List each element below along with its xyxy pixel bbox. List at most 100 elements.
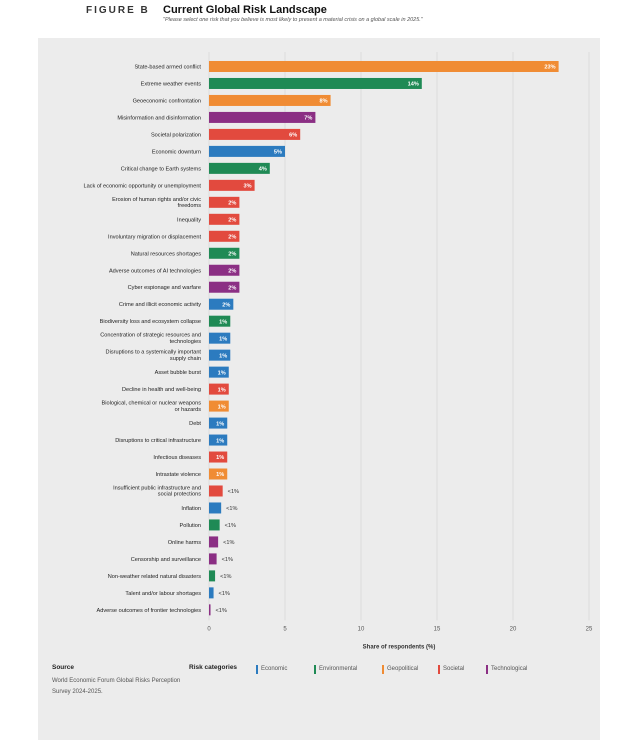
value-label: 1% — [218, 370, 226, 376]
category-label: Asset bubble burst — [155, 370, 202, 376]
x-axis-title: Share of respondents (%) — [363, 644, 436, 650]
category-label: Cyber espionage and warfare — [128, 285, 201, 291]
value-label: 2% — [228, 201, 236, 207]
category-label: Geoeconomic confrontation — [133, 98, 201, 104]
legend-label-geopolitical: Geopolitical — [387, 666, 419, 672]
value-label: <1% — [220, 574, 231, 580]
bar-economic-downturn — [209, 145, 285, 157]
chart-panel: 0 5 10 15 20 25 Share of respondents (%) State-… — [38, 38, 600, 740]
bar-asset-bubble-burst — [209, 366, 229, 378]
category-label: Crime and illicit economic activity — [119, 302, 201, 308]
category-label: Concentration of strategic resources and… — [100, 333, 201, 345]
category-label: State-based armed conflict — [134, 64, 201, 70]
legend-item-societal: Societal — [438, 664, 464, 674]
value-label: 1% — [216, 472, 224, 478]
category-label: Erosion of human rights and/or civic free… — [112, 197, 201, 209]
category-label: Economic downturn — [152, 149, 201, 155]
bar-geoeconomic-confrontation — [209, 94, 331, 106]
bar-adverse-outcomes-of-frontier-technologies — [209, 604, 211, 616]
bar-crime-and-illicit-economic-activity — [209, 298, 234, 310]
category-label-line: Insufficient public infrastructure and — [113, 485, 201, 491]
bar-cyber-espionage-and-warfare — [209, 281, 240, 293]
value-label: 2% — [228, 285, 236, 291]
bar-critical-change-to-earth-systems — [209, 162, 270, 174]
legend-swatch-societal — [438, 664, 440, 674]
x-tick-label: 10 — [358, 626, 365, 632]
legend-item-environmental: Environmental — [314, 664, 357, 674]
bar-erosion-of-human-rights-and-or-civic-freedoms — [209, 196, 240, 208]
x-tick-label: 5 — [283, 626, 287, 632]
bar-debt — [209, 417, 228, 429]
figure-label: FIGURE B — [86, 5, 150, 16]
category-label: Lack of economic opportunity or unemploy… — [83, 183, 201, 189]
x-tick-label: 20 — [510, 626, 517, 632]
category-label: Debt — [189, 421, 201, 427]
bar-natural-resources-shortages — [209, 247, 240, 259]
value-label: 2% — [228, 218, 236, 224]
value-label: <1% — [222, 557, 233, 563]
x-tick-label: 15 — [434, 626, 441, 632]
bar-non-weather-related-natural-disasters — [209, 570, 216, 582]
value-label: 1% — [216, 421, 224, 427]
value-label: 1% — [219, 336, 227, 342]
category-label: Disruptions to a systemically important s… — [106, 350, 202, 362]
value-label: 2% — [222, 302, 230, 308]
bar-intrastate-violence — [209, 468, 228, 480]
value-label: 2% — [228, 268, 236, 274]
bar-infectious-diseases — [209, 451, 228, 463]
value-label: 23% — [544, 65, 555, 71]
risk-categories-heading: Risk categories — [189, 664, 238, 671]
value-label: <1% — [216, 608, 227, 614]
legend-item-geopolitical: Geopolitical — [382, 664, 418, 674]
value-label: 1% — [219, 319, 227, 325]
bar-talent-and-or-labour-shortages — [209, 587, 214, 599]
bar-pollution — [209, 519, 220, 531]
legend-label-technological: Technological — [491, 666, 528, 672]
bar-misinformation-and-disinformation — [209, 111, 316, 123]
category-label: Infectious diseases — [153, 455, 201, 461]
category-label-line: Concentration of strategic resources and — [100, 333, 201, 339]
x-tick-label: 0 — [207, 626, 211, 632]
value-label: 6% — [289, 133, 297, 139]
x-tick-label: 25 — [586, 626, 593, 632]
category-label: Intrastate violence — [156, 472, 201, 478]
value-label: <1% — [223, 540, 234, 546]
category-label: Misinformation and disinformation — [117, 115, 201, 121]
value-label: 1% — [216, 455, 224, 461]
category-label: Inequality — [177, 217, 201, 223]
category-label: Biological, chemical or nuclear weapons o… — [102, 401, 202, 413]
bar-inequality — [209, 213, 240, 225]
legend-item-technological: Technological — [486, 664, 527, 674]
legend-label-economic: Economic — [261, 666, 288, 672]
category-label-line: Biological, chemical or nuclear weapons — [102, 401, 202, 407]
bar-insufficient-public-infrastructure-and-social-protections — [209, 485, 223, 497]
category-label: Insufficient public infrastructure and so… — [113, 485, 201, 497]
category-label-line: technologies — [170, 339, 202, 345]
category-label-line: Disruptions to a systemically important — [106, 350, 202, 356]
value-label: 7% — [304, 116, 312, 122]
bar-online-harms — [209, 536, 219, 548]
category-label: Talent and/or labour shortages — [125, 591, 201, 597]
bar-adverse-outcomes-of-ai-technologies — [209, 264, 240, 276]
bar-extreme-weather-events — [209, 77, 422, 89]
bar-biological-chemical-or-nuclear-weapons-or-hazards — [209, 400, 229, 412]
bar-chart: 0 5 10 15 20 25 Share of respondents (%) State-… — [83, 52, 593, 650]
category-label: Critical change to Earth systems — [121, 166, 201, 172]
value-label: 4% — [259, 167, 267, 173]
category-label: Adverse outcomes of AI technologies — [109, 268, 201, 274]
value-label: <1% — [225, 523, 236, 529]
source-heading: Source — [52, 664, 75, 671]
category-label: Non-weather related natural disasters — [108, 574, 201, 580]
value-label: 1% — [219, 353, 227, 359]
bar-censorship-and-surveillance — [209, 553, 217, 565]
legend-swatch-technological — [486, 664, 488, 674]
value-label: 3% — [244, 184, 252, 190]
category-label: Online harms — [168, 540, 201, 546]
category-label: Censorship and surveillance — [131, 557, 201, 563]
value-label: <1% — [228, 489, 239, 495]
figure-header: FIGURE B Current Global Risk Landscape "… — [0, 0, 640, 36]
category-label-line: Erosion of human rights and/or civic — [112, 197, 201, 203]
bar-lack-of-economic-opportunity-or-unemployment — [209, 179, 255, 191]
category-label: Biodiversity loss and ecosystem collapse — [100, 319, 201, 325]
category-label-line: supply chain — [170, 356, 201, 362]
